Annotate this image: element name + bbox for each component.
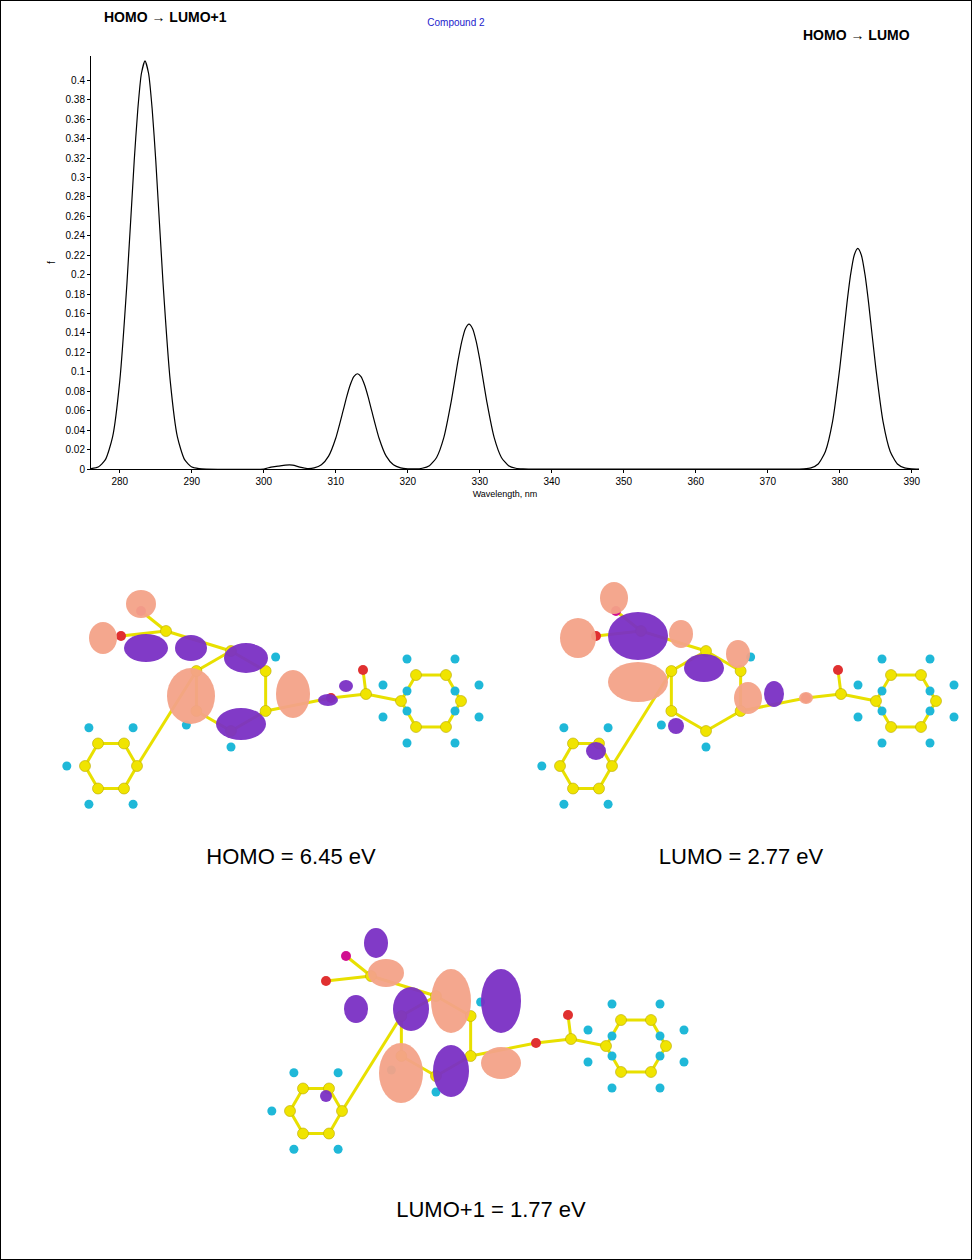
svg-text:0.2: 0.2 [71, 269, 85, 280]
svg-text:Wavelength, nm: Wavelength, nm [473, 489, 538, 499]
svg-text:0.08: 0.08 [66, 386, 86, 397]
svg-text:f: f [46, 261, 57, 264]
svg-text:0.02: 0.02 [66, 444, 86, 455]
svg-text:0.3: 0.3 [71, 172, 85, 183]
svg-text:0.12: 0.12 [66, 347, 86, 358]
svg-text:360: 360 [687, 476, 704, 487]
svg-text:0.36: 0.36 [66, 114, 86, 125]
svg-text:0.38: 0.38 [66, 94, 86, 105]
html-text:LUMO = 2.77 eV: LUMO = 2.77 eV [658, 844, 824, 869]
svg-text:320: 320 [399, 476, 416, 487]
svg-text:0.16: 0.16 [66, 308, 86, 319]
svg-text:340: 340 [543, 476, 560, 487]
svg-text:280: 280 [111, 476, 128, 487]
svg-text:310: 310 [327, 476, 344, 487]
svg-text:370: 370 [759, 476, 776, 487]
svg-text:290: 290 [183, 476, 200, 487]
html-text:LUMO+1 = 1.77 eV: LUMO+1 = 1.77 eV [396, 1197, 586, 1222]
svg-text:300: 300 [255, 476, 272, 487]
svg-text:0.32: 0.32 [66, 153, 86, 164]
svg-text:0.14: 0.14 [66, 327, 86, 338]
svg-text:0: 0 [79, 464, 85, 475]
svg-text:0.34: 0.34 [66, 133, 86, 144]
svg-text:0.1: 0.1 [71, 366, 85, 377]
svg-text:0.18: 0.18 [66, 289, 86, 300]
svg-text:330: 330 [471, 476, 488, 487]
svg-text:0.4: 0.4 [71, 75, 85, 86]
svg-text:HOMO → LUMO: HOMO → LUMO [803, 27, 910, 43]
svg-text:390: 390 [903, 476, 920, 487]
svg-text:Compound 2: Compound 2 [427, 17, 485, 28]
svg-text:0.26: 0.26 [66, 211, 86, 222]
svg-text:0.24: 0.24 [66, 230, 86, 241]
svg-text:350: 350 [615, 476, 632, 487]
svg-text:0.04: 0.04 [66, 425, 86, 436]
svg-text:0.22: 0.22 [66, 250, 86, 261]
svg-text:0.06: 0.06 [66, 405, 86, 416]
svg-text:HOMO → LUMO+1: HOMO → LUMO+1 [104, 9, 227, 25]
svg-text:0.28: 0.28 [66, 191, 86, 202]
svg-text:380: 380 [831, 476, 848, 487]
html-text:HOMO = 6.45 eV: HOMO = 6.45 eV [206, 844, 376, 869]
